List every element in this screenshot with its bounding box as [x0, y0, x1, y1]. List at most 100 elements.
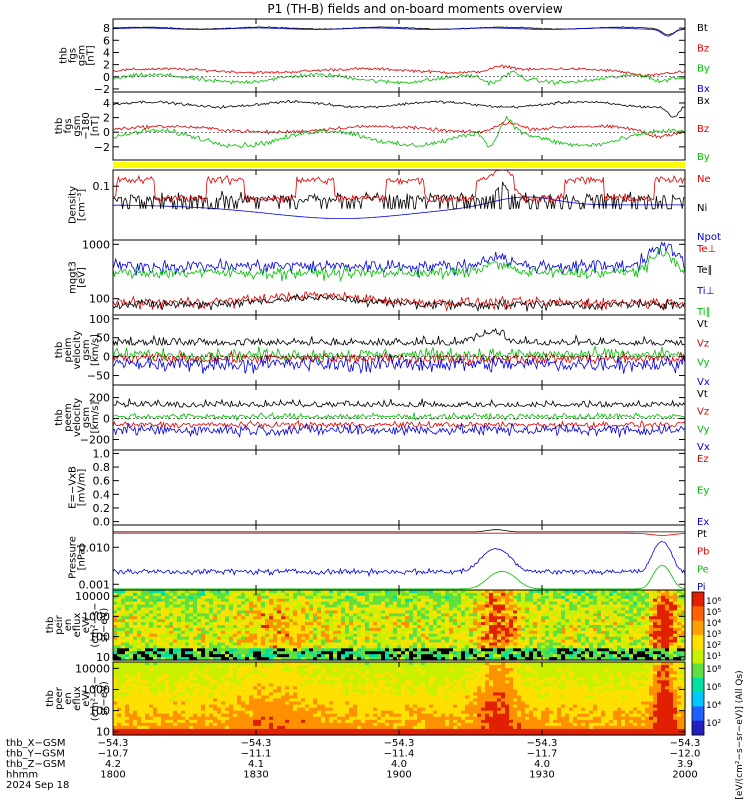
spectrogram-cell: [113, 595, 118, 600]
spectrogram-cell: [509, 604, 514, 609]
spectrogram-cell: [485, 627, 490, 632]
spectrogram-cell: [397, 648, 402, 652]
spectrogram-cell: [597, 601, 602, 606]
spectrogram-cell: [189, 677, 194, 681]
spectrogram-cell: [581, 607, 586, 612]
spectrogram-cell: [281, 642, 286, 647]
spectrogram-cell: [153, 595, 158, 600]
spectrogram-cell: [397, 619, 402, 623]
spectrogram-cell: [509, 657, 514, 661]
spectrogram-cell: [665, 642, 670, 647]
spectrogram-cell: [661, 610, 666, 614]
spectrogram-cell: [605, 651, 610, 655]
y-tick-label: 0.4: [93, 488, 111, 501]
spectrogram-cell: [221, 731, 226, 736]
spectrogram-cell: [561, 636, 566, 641]
spectrogram-cell: [505, 636, 510, 641]
spectrogram-cell: [645, 616, 650, 620]
spectrogram-cell: [297, 636, 302, 641]
spectrogram-cell: [157, 630, 162, 635]
spectrogram-cell: [273, 639, 278, 644]
spectrogram-cell: [273, 627, 278, 632]
spectrogram-cell: [169, 680, 174, 684]
spectrogram-cell: [533, 651, 538, 655]
spectrogram-cell: [501, 622, 506, 626]
spectrogram-cell: [561, 607, 566, 612]
spectrogram-cell: [309, 648, 314, 652]
spectrogram-cell: [453, 598, 458, 603]
spectrogram-cell: [193, 601, 198, 606]
spectrogram-cell: [185, 590, 190, 594]
spectrogram-cell: [661, 633, 666, 638]
spectrogram-cell: [277, 592, 282, 597]
y-tick-label: 8: [103, 22, 110, 35]
spectrogram-cell: [497, 613, 502, 617]
spectrogram-cell: [281, 719, 286, 724]
spectrogram-cell: [569, 642, 574, 647]
spectrogram-cell: [545, 622, 550, 626]
spectrogram-cell: [277, 707, 282, 712]
spectrogram-cell: [645, 598, 650, 603]
spectrogram-cell: [141, 728, 146, 733]
spectrogram-cell: [197, 604, 202, 609]
spectrogram-cell: [445, 645, 450, 649]
spectrogram-cell: [117, 692, 122, 697]
spectrogram-cell: [185, 671, 190, 675]
spectrogram-cell: [293, 710, 298, 715]
spectrogram-cell: [469, 607, 474, 612]
spectrogram-cell: [197, 713, 202, 718]
spectrogram-cell: [161, 719, 166, 724]
spectrogram-cell: [209, 725, 214, 730]
spectrogram-cell: [489, 598, 494, 603]
spectrogram-cell: [157, 633, 162, 638]
spectrogram-cell: [657, 657, 662, 661]
spectrogram-cell: [497, 604, 502, 609]
spectrogram-cell: [609, 616, 614, 620]
spectrogram-cell: [525, 636, 530, 641]
spectrogram-cell: [297, 719, 302, 724]
spectrogram-cell: [429, 654, 434, 658]
spectrogram-cell: [497, 619, 502, 623]
spectrogram-cell: [133, 616, 138, 620]
spectrogram-cell: [657, 633, 662, 638]
spectrogram-cell: [365, 625, 370, 629]
spectrogram-cell: [225, 613, 230, 617]
spectrogram-cell: [157, 698, 162, 703]
spectrogram-cell: [285, 725, 290, 730]
spectrogram-cell: [597, 607, 602, 612]
spectrogram-cell: [525, 610, 530, 614]
spectrogram-cell: [225, 662, 230, 666]
spectrogram-cell: [233, 692, 238, 697]
spectrogram-cell: [517, 630, 522, 635]
spectrogram-cell: [253, 642, 258, 647]
spectrogram-cell: [441, 645, 446, 649]
spectrogram-cell: [149, 668, 154, 672]
spectrogram-cell: [489, 610, 494, 614]
y-axis-label: Pressure[nPa]: [68, 536, 88, 579]
spectrogram-cell: [205, 710, 210, 715]
spectrogram-cell: [213, 716, 218, 721]
spectrogram-cell: [337, 613, 342, 617]
spectrogram-cell: [321, 625, 326, 629]
spectrogram-cell: [177, 701, 182, 706]
spectrogram-cell: [285, 595, 290, 600]
spectrogram-cell: [641, 604, 646, 609]
spectrogram-cell: [165, 613, 170, 617]
spectrogram-cell: [413, 657, 418, 661]
spectrogram-cell: [645, 592, 650, 597]
spectrogram-cell: [549, 601, 554, 606]
spectrogram-cell: [197, 625, 202, 629]
spectrogram-cell: [129, 645, 134, 649]
spectrogram-cell: [257, 722, 262, 727]
spectrogram-cell: [217, 654, 222, 658]
spectrogram-cell: [677, 625, 682, 629]
spectrogram-cell: [193, 598, 198, 603]
spectrogram-cell: [249, 648, 254, 652]
spectrogram-cell: [425, 630, 430, 635]
spectrogram-cell: [453, 592, 458, 597]
spectrogram-cell: [581, 592, 586, 597]
spectrogram-cell: [121, 692, 126, 697]
spectrogram-cell: [137, 651, 142, 655]
spectrogram-cell: [217, 719, 222, 724]
spectrogram-cell: [457, 625, 462, 629]
